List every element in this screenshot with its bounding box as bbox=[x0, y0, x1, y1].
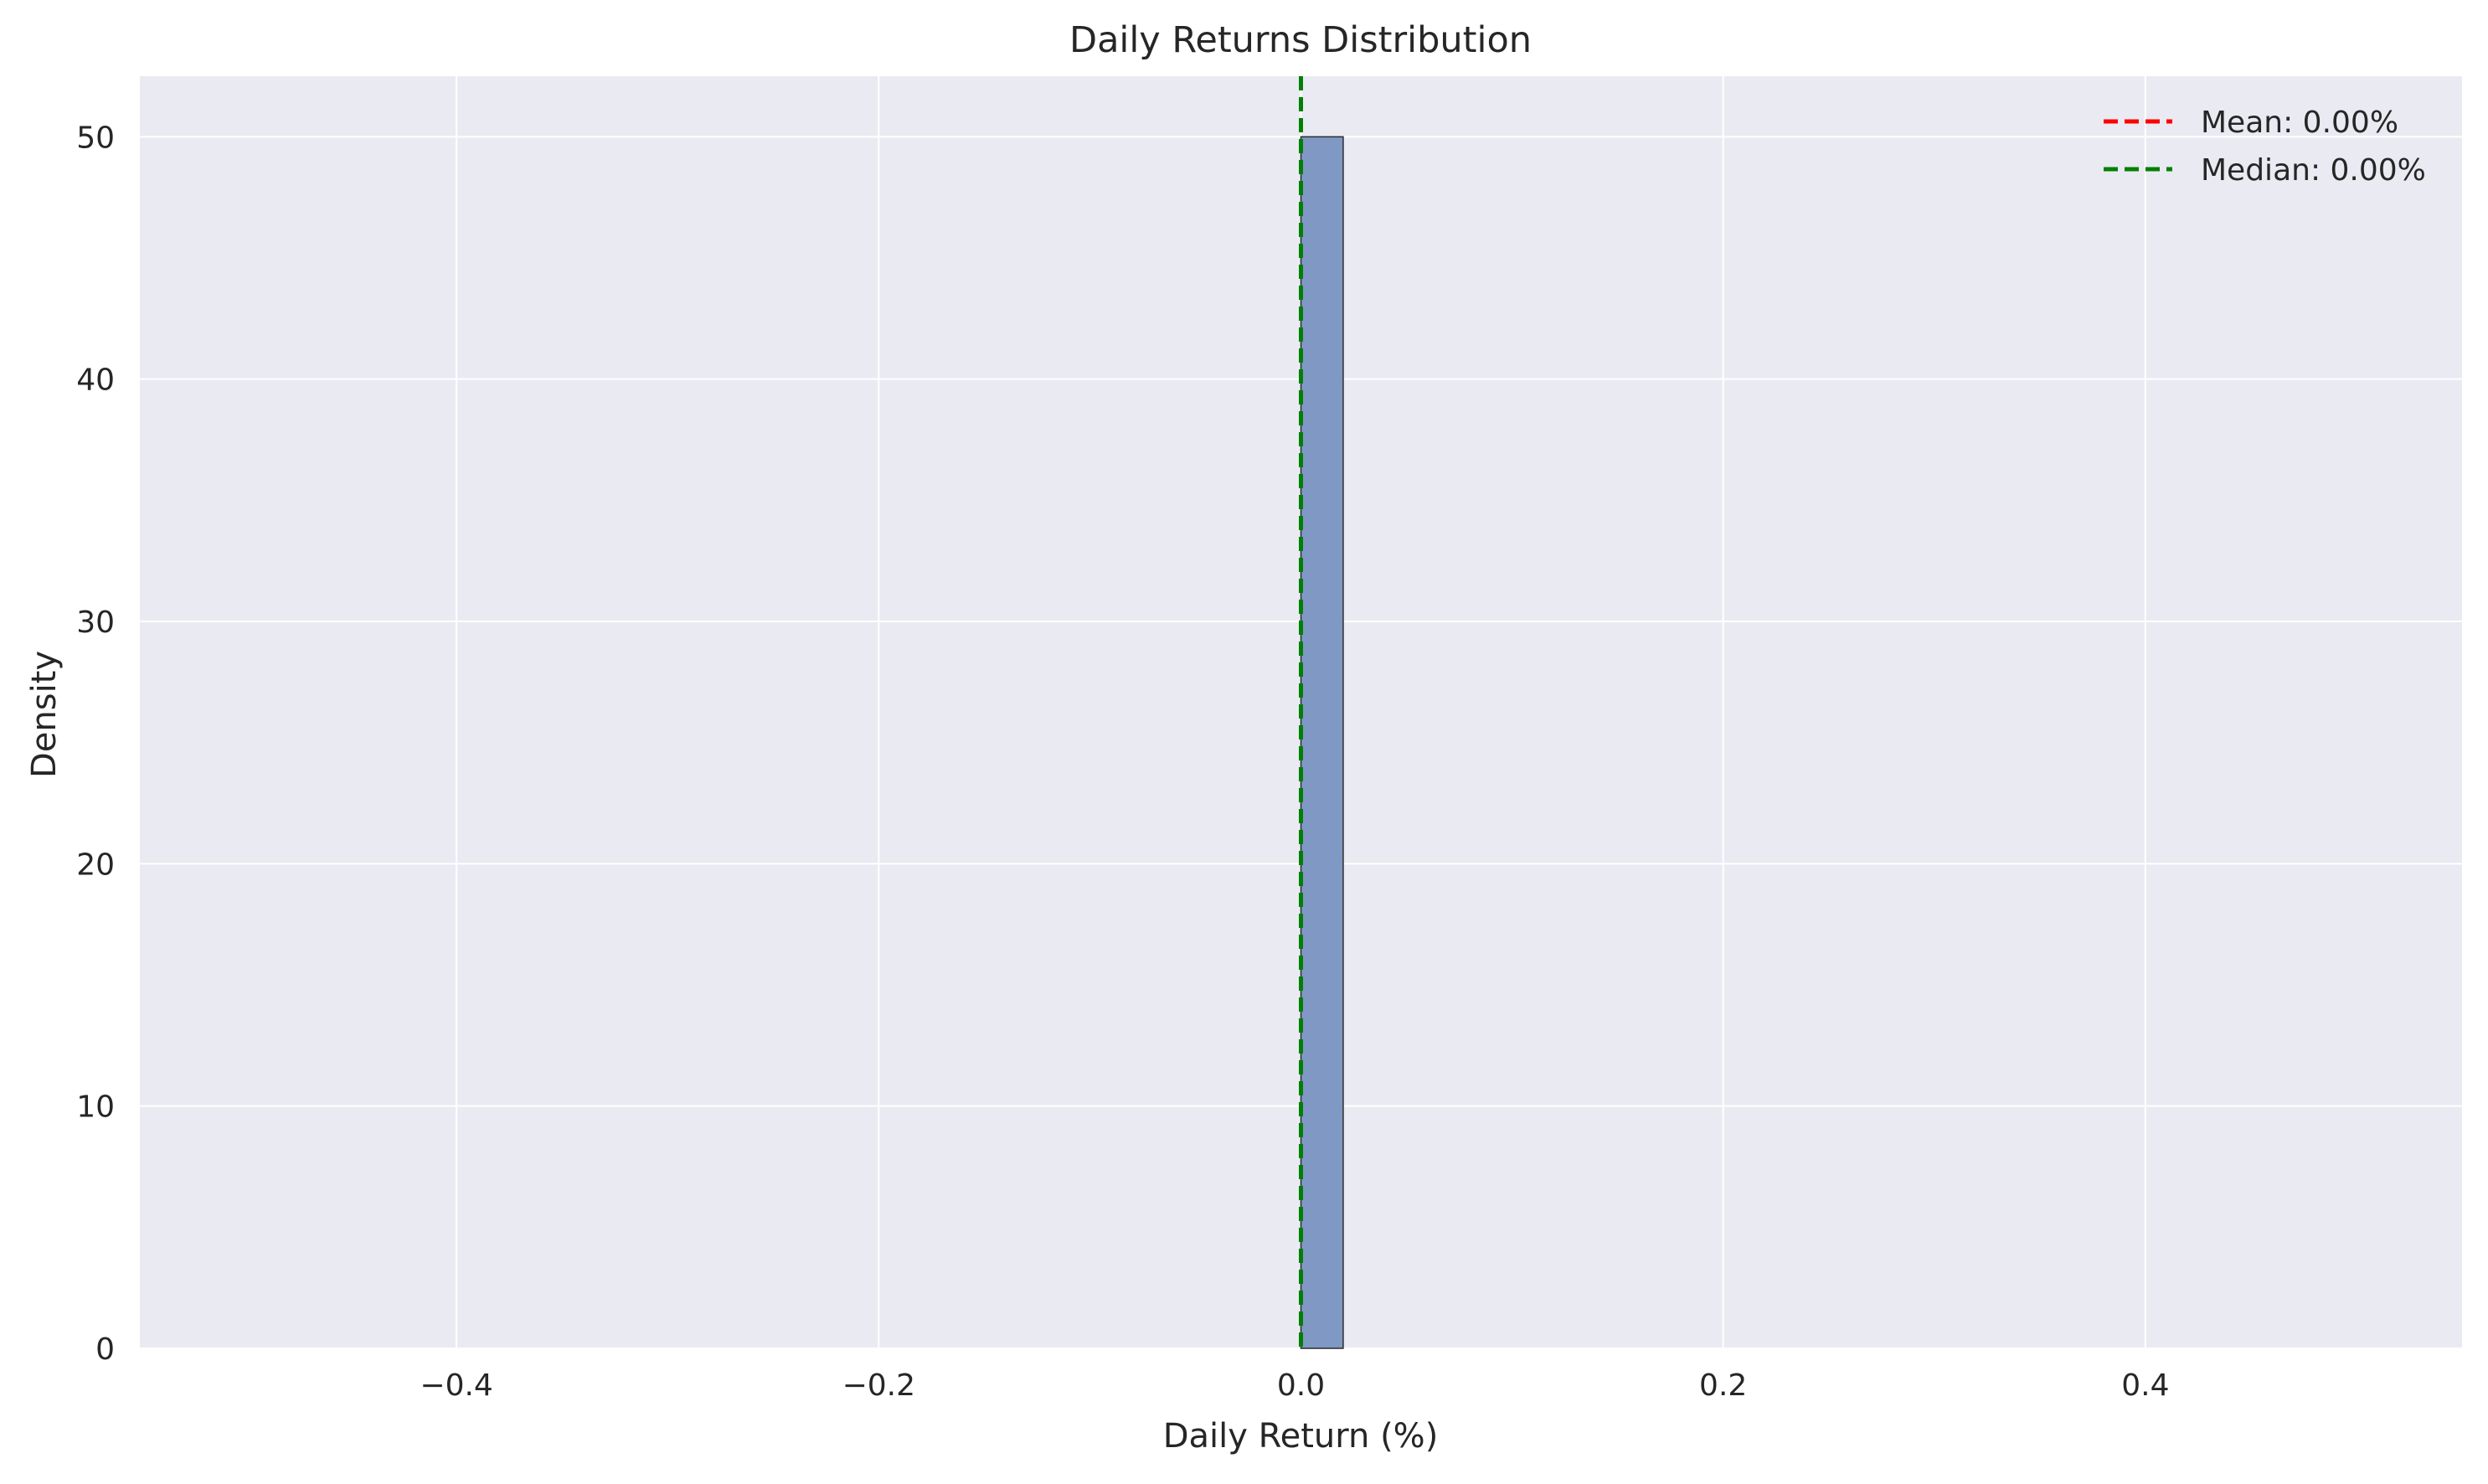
legend: Mean: 0.00% Median: 0.00% bbox=[2104, 106, 2426, 188]
histogram-bar bbox=[1300, 136, 1344, 1349]
histogram-bars bbox=[1300, 136, 1344, 1349]
y-axis-label: Density bbox=[25, 651, 64, 778]
y-tick-label: 40 bbox=[76, 363, 115, 398]
x-axis-label: Daily Return (%) bbox=[1163, 1417, 1439, 1456]
y-tick-label: 0 bbox=[95, 1332, 115, 1367]
mean-legend-label: Mean: 0.00% bbox=[2201, 106, 2398, 140]
median-legend-label: Median: 0.00% bbox=[2201, 153, 2426, 188]
y-tick-label: 20 bbox=[76, 848, 115, 882]
y-tick-label: 10 bbox=[76, 1090, 115, 1125]
chart-title: Daily Returns Distribution bbox=[1069, 19, 1532, 61]
x-tick-label: −0.2 bbox=[842, 1368, 915, 1403]
x-axis-ticks: −0.4 −0.2 0.0 0.2 0.4 bbox=[420, 1368, 2169, 1403]
x-tick-label: −0.4 bbox=[420, 1368, 492, 1403]
x-tick-label: 0.2 bbox=[1699, 1368, 1747, 1403]
x-tick-label: 0.0 bbox=[1277, 1368, 1325, 1403]
y-tick-label: 30 bbox=[76, 605, 115, 640]
x-tick-label: 0.4 bbox=[2121, 1368, 2169, 1403]
y-tick-label: 50 bbox=[76, 121, 115, 155]
y-axis-ticks: 0 10 20 30 40 50 bbox=[76, 121, 115, 1367]
